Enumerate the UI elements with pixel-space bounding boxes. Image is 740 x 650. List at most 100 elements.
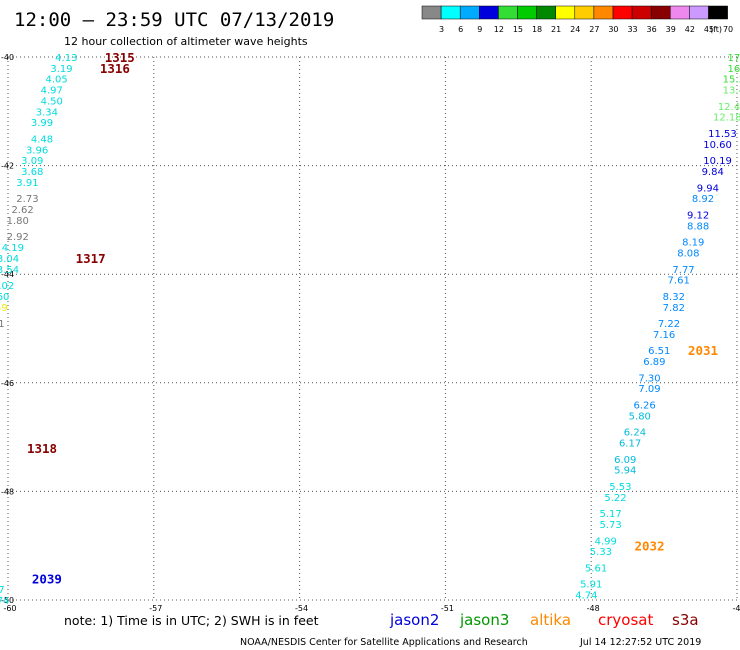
wave-height-point: 7.30: [638, 373, 660, 384]
legend-cryosat: cryosat: [598, 611, 653, 629]
colorbar-label: 39: [666, 25, 676, 34]
wave-height-point: 7.61: [668, 276, 690, 287]
y-tick-label: -42: [1, 162, 14, 171]
wave-height-point: 3.60: [0, 292, 9, 303]
wave-height-point: 7.22: [658, 319, 680, 330]
wave-height-point: 5.17: [600, 509, 622, 520]
pass-time-label: 1315: [105, 50, 135, 65]
wave-height-point: 3.91: [16, 178, 38, 189]
wave-height-point: 9.94: [697, 183, 719, 194]
y-tick-label: -46: [1, 379, 14, 388]
colorbar-label: 24: [570, 25, 580, 34]
wave-height-point: 13.47: [723, 86, 740, 97]
colorbar-swatch: [440, 5, 461, 20]
pass-time-label: 1316: [100, 61, 130, 76]
wave-height-point: 6.51: [648, 346, 670, 357]
wave-height-point: 12.42: [718, 102, 740, 113]
pass-time-label: 1318: [27, 441, 57, 456]
x-tick-label: -54: [295, 604, 308, 613]
wave-height-point: 5.53: [609, 482, 631, 493]
colorbar-label: 6: [458, 25, 463, 34]
colorbar-swatch: [708, 5, 728, 20]
legend-jason3: jason3: [459, 611, 509, 629]
wave-height-point: 4.50: [41, 96, 63, 107]
x-tick-label: -57: [149, 604, 162, 613]
colorbar-swatch: [612, 5, 633, 20]
colorbar-label: 45: [704, 25, 714, 34]
time-labels: 1315131613171318203820392020312032: [27, 50, 718, 586]
wave-height-point: 1.80: [7, 216, 29, 227]
wave-height-point: 2.73: [16, 194, 38, 205]
colorbar-label: 15: [513, 25, 523, 34]
colorbar-swatch: [498, 5, 518, 20]
wave-height-point: 5.22: [604, 493, 626, 504]
colorbar-swatch: [421, 5, 442, 20]
wave-height-point: 4.99: [595, 536, 617, 547]
wave-height-point: 7.16: [653, 330, 675, 341]
colorbar-label: 18: [532, 25, 542, 34]
colorbar-swatch: [536, 5, 556, 20]
wave-height-point: 15.38: [723, 75, 740, 86]
wave-height-point: 4.74: [575, 591, 597, 602]
wave-height-point: 4.13: [55, 53, 77, 64]
y-tick-label: -40: [1, 53, 14, 62]
x-tick-label: -60: [3, 604, 16, 613]
wave-height-point: 6.24: [624, 428, 646, 439]
wave-height-point: 3.96: [26, 145, 48, 156]
wave-height-point: 3.54: [0, 265, 19, 276]
wave-height-point: 4.74: [0, 596, 9, 607]
wave-height-point: 5.33: [590, 547, 612, 558]
wave-height-point: 9.12: [687, 210, 709, 221]
wave-height-point: 3.34: [36, 107, 58, 118]
wave-height-point: 16.55: [728, 64, 740, 75]
wave-height-point: 3.99: [31, 118, 53, 129]
colorbar-label: 27: [589, 25, 599, 34]
x-tick-label: -51: [441, 604, 454, 613]
legend-altika: altika: [530, 611, 571, 629]
legend-s3a: s3a: [672, 611, 699, 629]
data-points: 4.133.194.054.974.503.343.99 4.483.963.09…: [0, 53, 740, 607]
wave-height-point: 5.91: [580, 580, 602, 591]
y-tick-label: -50: [1, 596, 14, 605]
wave-height-point: 9.84: [702, 167, 724, 178]
axis-ticks: -60 -57 -54 -51 -48 -45 -40 -42 -44 -46 -48 -50: [1, 53, 740, 613]
colorbar: 3 6 9 12 15 18 21 24 27 30 33 36 39 42 45 70: [421, 5, 733, 34]
wave-height-point: 5.73: [600, 520, 622, 531]
wave-height-point: 6.17: [619, 439, 641, 450]
pass-time-label: 2039: [32, 571, 62, 586]
colorbar-swatch: [631, 5, 652, 20]
y-tick-label: -44: [1, 270, 14, 279]
wave-height-point: 8.08: [677, 248, 699, 259]
pass-time-label: 1317: [76, 251, 106, 266]
wave-height-point: 6.26: [634, 401, 656, 412]
wave-height-point: 4.97: [41, 86, 63, 97]
wave-height-point: 5.47: [0, 585, 5, 596]
wave-height-point: 6.89: [643, 357, 665, 368]
colorbar-swatch: [593, 5, 614, 20]
wave-height-point: 3.04: [0, 254, 19, 265]
colorbar-swatch: [479, 5, 499, 20]
satellite-legend: jason2 jason3 altika cryosat s3a: [389, 611, 699, 629]
footer-timestamp: Jul 14 12:27:52 UTC 2019: [579, 637, 701, 648]
page-subtitle: 12 hour collection of altimeter wave hei…: [64, 35, 308, 48]
footer-credit: NOAA/NESDIS Center for Satellite Applica…: [240, 637, 528, 648]
pass-time-label: 2032: [634, 539, 664, 554]
wave-height-point: 3.68: [21, 167, 43, 178]
wave-height-point: 8.32: [663, 292, 685, 303]
colorbar-label: 12: [494, 25, 504, 34]
colorbar-label: 30: [608, 25, 618, 34]
wave-height-point: 8.92: [692, 194, 714, 205]
wave-height-point: 10.60: [703, 140, 732, 151]
colorbar-swatch: [555, 5, 576, 20]
footer-note: note: 1) Time is in UTC; 2) SWH is in fe…: [64, 613, 319, 628]
page-title: 12:00 — 23:59 UTC 07/13/2019: [14, 9, 334, 31]
colorbar-label: 9: [477, 25, 482, 34]
wave-height-point: 5.94: [614, 466, 636, 477]
colorbar-swatch: [574, 5, 595, 20]
wave-height-point: 2.92: [7, 232, 29, 243]
colorbar-label: 3: [439, 25, 444, 34]
colorbar-label: 33: [627, 25, 637, 34]
wave-height-point: 4.19: [2, 243, 24, 254]
colorbar-label: 70: [723, 25, 733, 34]
